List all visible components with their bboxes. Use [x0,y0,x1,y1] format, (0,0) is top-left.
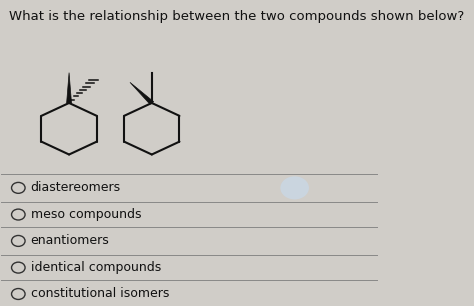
Circle shape [280,176,309,200]
Text: enantiomers: enantiomers [31,234,109,248]
Polygon shape [130,82,154,104]
Polygon shape [67,73,72,103]
Text: diastereomers: diastereomers [31,181,121,194]
Text: meso compounds: meso compounds [31,208,141,221]
Text: What is the relationship between the two compounds shown below?: What is the relationship between the two… [9,10,464,24]
Text: identical compounds: identical compounds [31,261,161,274]
Text: constitutional isomers: constitutional isomers [31,288,169,300]
